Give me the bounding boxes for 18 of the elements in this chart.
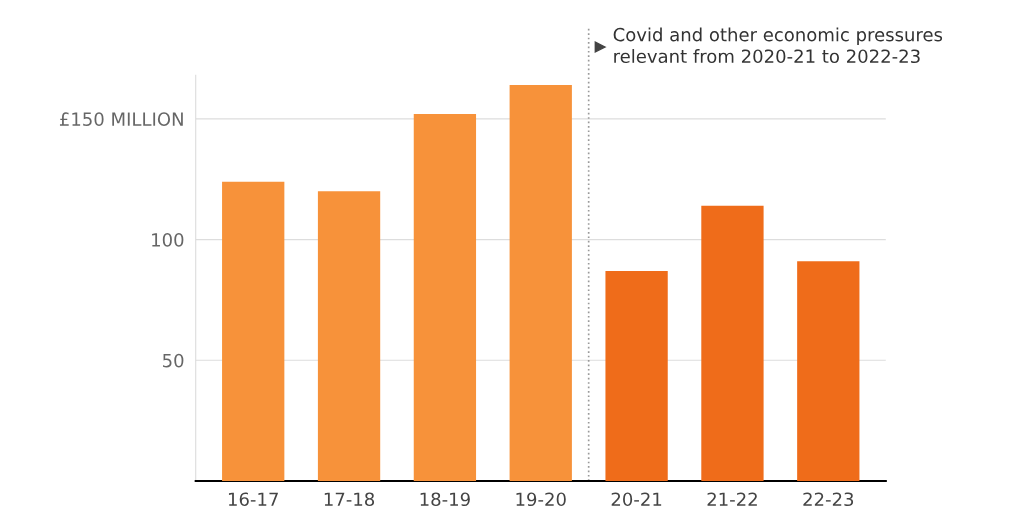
y-tick-label: £150 MILLION bbox=[59, 112, 183, 126]
bar bbox=[797, 261, 860, 481]
bar bbox=[222, 181, 285, 481]
y-tick-label: 50 bbox=[163, 353, 184, 368]
x-tick-label: 22-23 bbox=[803, 492, 854, 507]
bar bbox=[605, 270, 668, 481]
bar bbox=[701, 205, 764, 481]
x-tick-label: 19-20 bbox=[516, 492, 566, 507]
bar bbox=[317, 191, 381, 481]
y-tick-label: 100 bbox=[152, 233, 184, 247]
x-tick-label: 21-22 bbox=[707, 492, 757, 506]
x-tick-label: 18-19 bbox=[420, 492, 470, 507]
x-tick-label: 20-21 bbox=[611, 492, 662, 507]
bar bbox=[413, 114, 477, 481]
ref-line-label: Covid and other economic pressures relevant from 2020-21 to 2022-23 bbox=[613, 27, 943, 64]
x-tick-label: 17-18 bbox=[324, 492, 375, 507]
bar bbox=[509, 85, 572, 481]
x-tick-label: 16-17 bbox=[228, 492, 278, 507]
